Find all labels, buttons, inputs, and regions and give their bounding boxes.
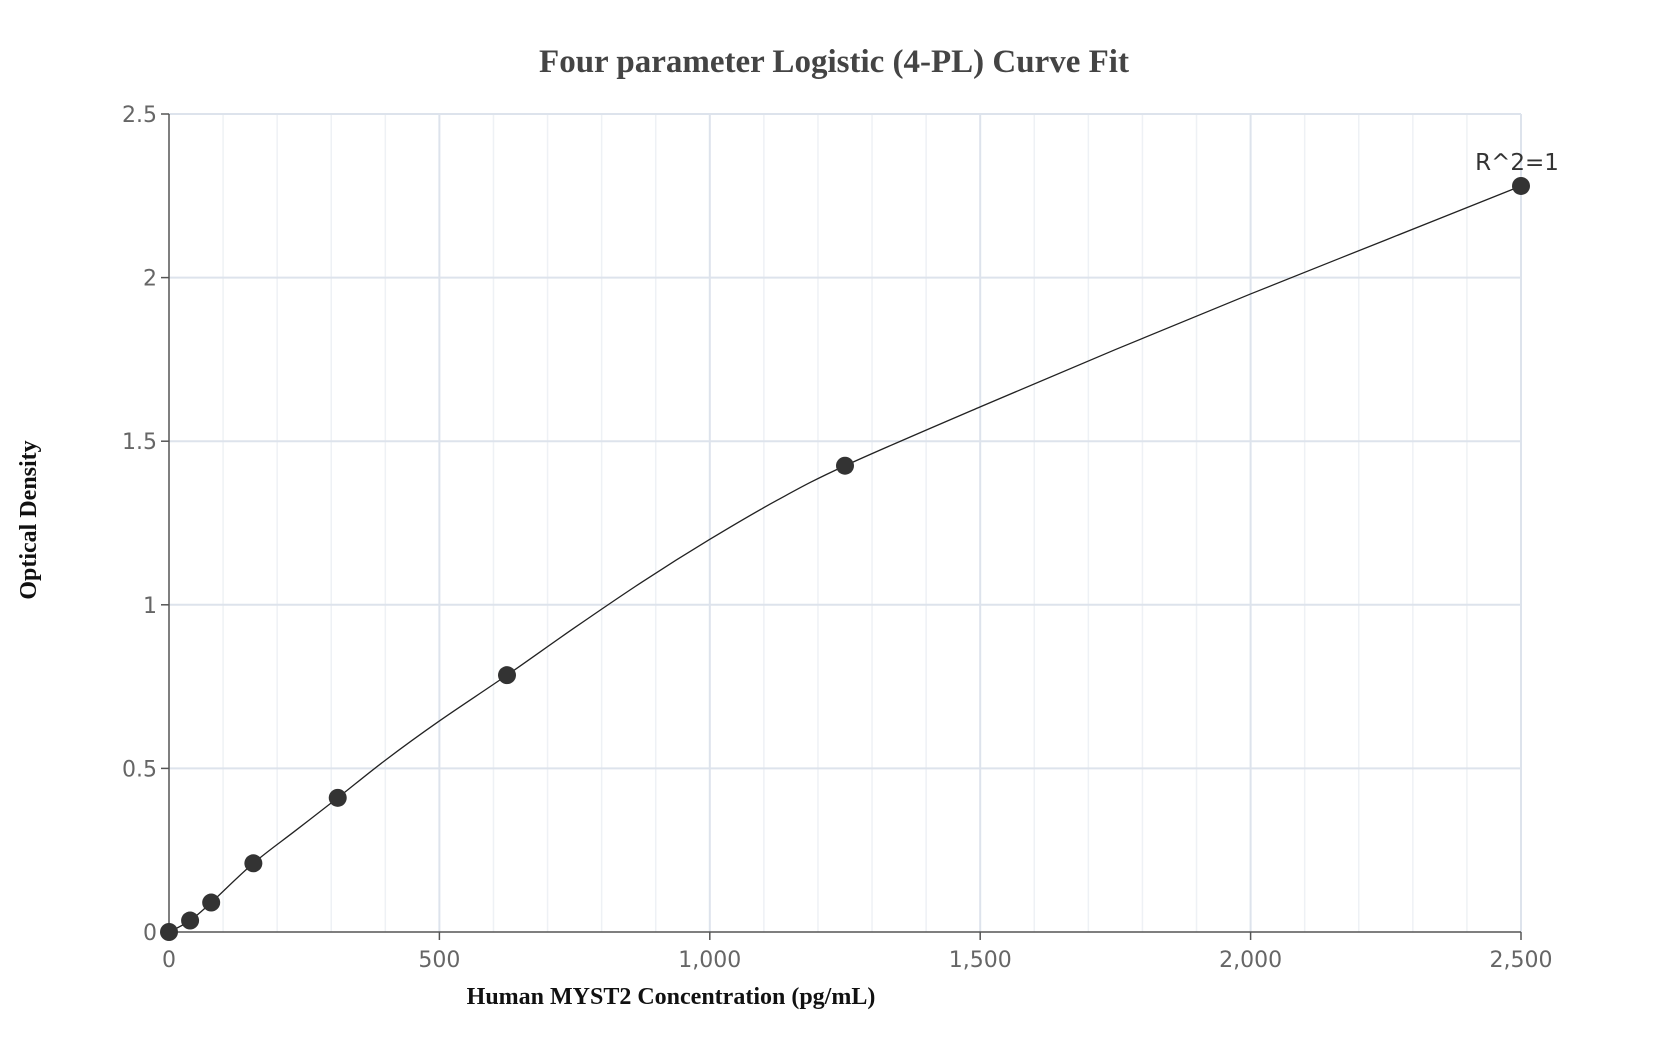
data-point: [160, 923, 178, 941]
x-tick-label: 500: [418, 948, 460, 973]
x-axis-title: Human MYST2 Concentration (pg/mL): [467, 984, 876, 1010]
data-point: [181, 911, 200, 930]
r-squared-annotation: R^2=1: [1475, 150, 1559, 176]
chart-title: Four parameter Logistic (4-PL) Curve Fit: [539, 44, 1129, 80]
x-tick-label: 0: [162, 948, 176, 973]
data-point: [202, 893, 221, 912]
y-tick-label: 2: [143, 267, 157, 292]
x-tick-label: 2,000: [1219, 948, 1282, 973]
data-point: [498, 666, 516, 685]
y-tick-label: 2.5: [122, 103, 157, 128]
tick-labels: 0 500 1,000 1,500 2,000 2,500 0 0.5 1 1.5 2 2.5: [122, 103, 1552, 973]
data-point: [836, 456, 854, 475]
y-tick-label: 0.5: [122, 757, 157, 782]
y-tick-label: 0: [143, 921, 157, 946]
y-tick-label: 1: [143, 594, 157, 619]
data-point: [244, 854, 263, 873]
x-tick-label: 1,000: [678, 948, 741, 973]
grid: [169, 113, 1522, 932]
y-tick-label: 1.5: [122, 430, 157, 455]
axes: [161, 113, 1522, 940]
data-point: [328, 788, 347, 807]
x-tick-label: 1,500: [949, 948, 1012, 973]
data-point: [1512, 176, 1530, 195]
y-axis-title: Optical Density: [16, 440, 42, 599]
data-points: [160, 176, 1530, 941]
fit-curve-line: [168, 185, 1522, 933]
x-tick-label: 2,500: [1490, 948, 1553, 973]
